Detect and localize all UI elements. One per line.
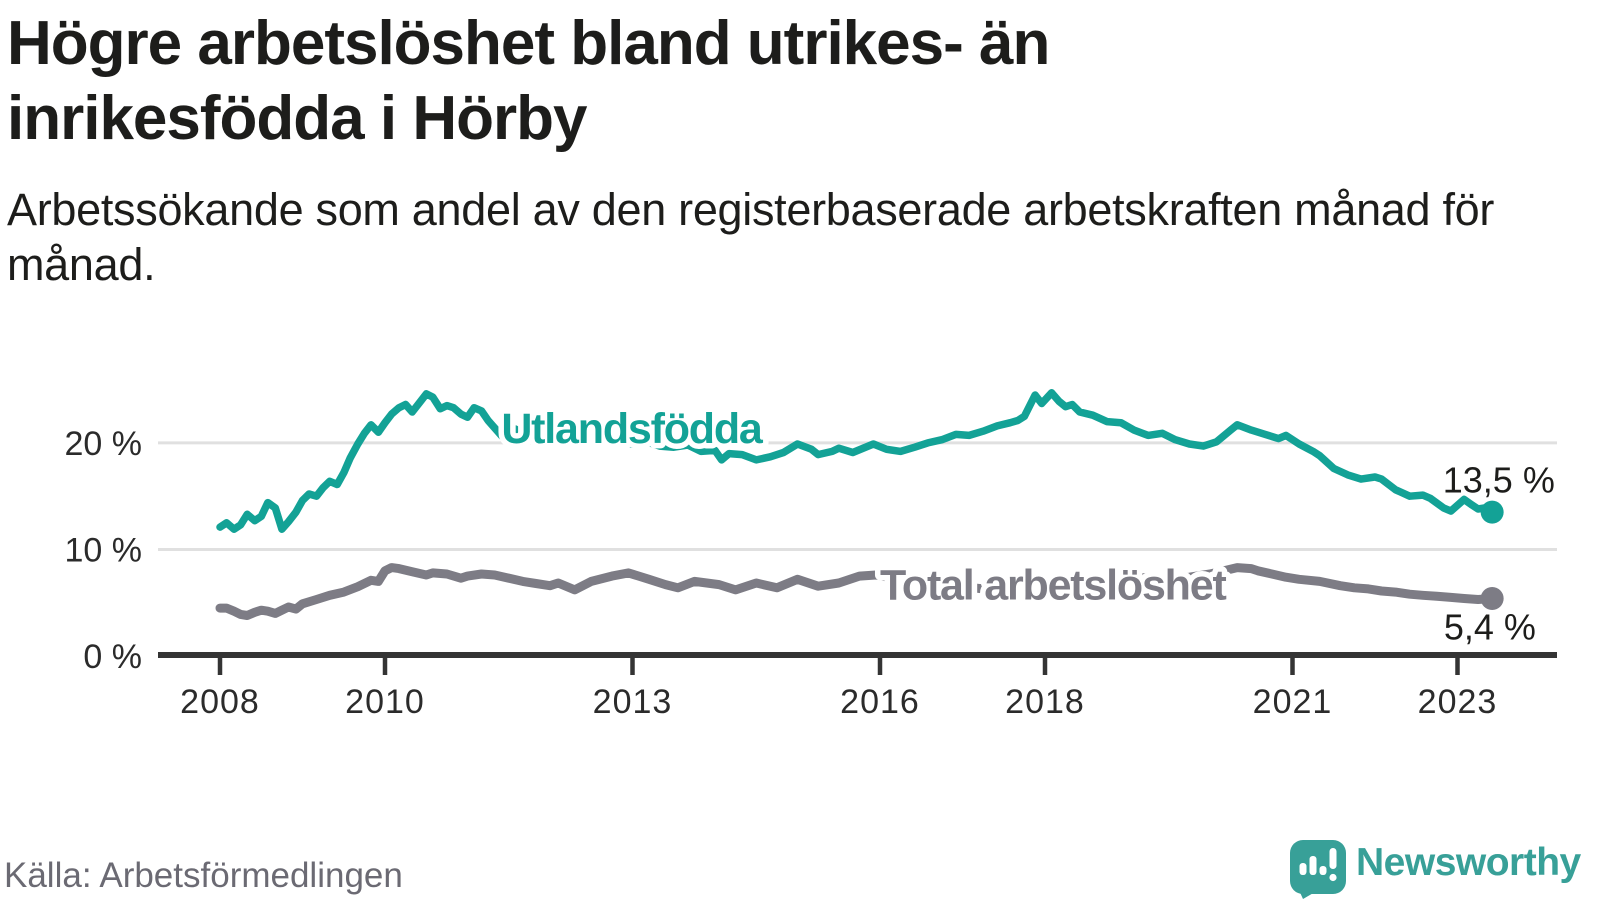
series-label-utlandsfodda: Utlandsfödda xyxy=(501,405,764,453)
end-value-label-utlandsfodda: 13,5 % xyxy=(1443,459,1555,500)
y-tick-label-0-pct: 0 % xyxy=(83,638,142,676)
chart-subtitle: Arbetssökande som andel av den registerb… xyxy=(7,184,1495,290)
end-value-label-total: 5,4 % xyxy=(1444,606,1536,647)
x-tick-label-2016: 2016 xyxy=(840,683,920,721)
x-tick-label-2008: 2008 xyxy=(180,683,260,721)
x-tick-label-2018: 2018 xyxy=(1005,683,1085,721)
x-tick-label-2013: 2013 xyxy=(593,683,673,721)
newsworthy-logo: Newsworthy xyxy=(1288,834,1600,900)
end-dot-total xyxy=(1480,586,1504,610)
newsworthy-wordmark: Newsworthy xyxy=(1356,841,1581,884)
y-tick-label-20-pct: 20 % xyxy=(65,425,143,463)
x-tick-label-2010: 2010 xyxy=(345,683,425,721)
series-line-utlandsfodda xyxy=(216,389,1496,533)
x-tick-label-2021: 2021 xyxy=(1253,683,1333,721)
newsworthy-logo-icon xyxy=(1290,840,1346,899)
series-line-total xyxy=(215,563,1497,620)
y-tick-label-10-pct: 10 % xyxy=(65,531,143,569)
page-title: Högre arbetslöshet bland utrikes- än inr… xyxy=(7,9,1050,153)
source-note: Källa: Arbetsförmedlingen xyxy=(4,856,403,895)
x-tick-label-2023: 2023 xyxy=(1418,683,1498,721)
end-dot-utlandsfodda xyxy=(1480,500,1504,524)
chart-header: Högre arbetslöshet bland utrikes- än inr… xyxy=(7,6,1567,292)
series-label-total: Total arbetslöshet xyxy=(880,562,1226,610)
